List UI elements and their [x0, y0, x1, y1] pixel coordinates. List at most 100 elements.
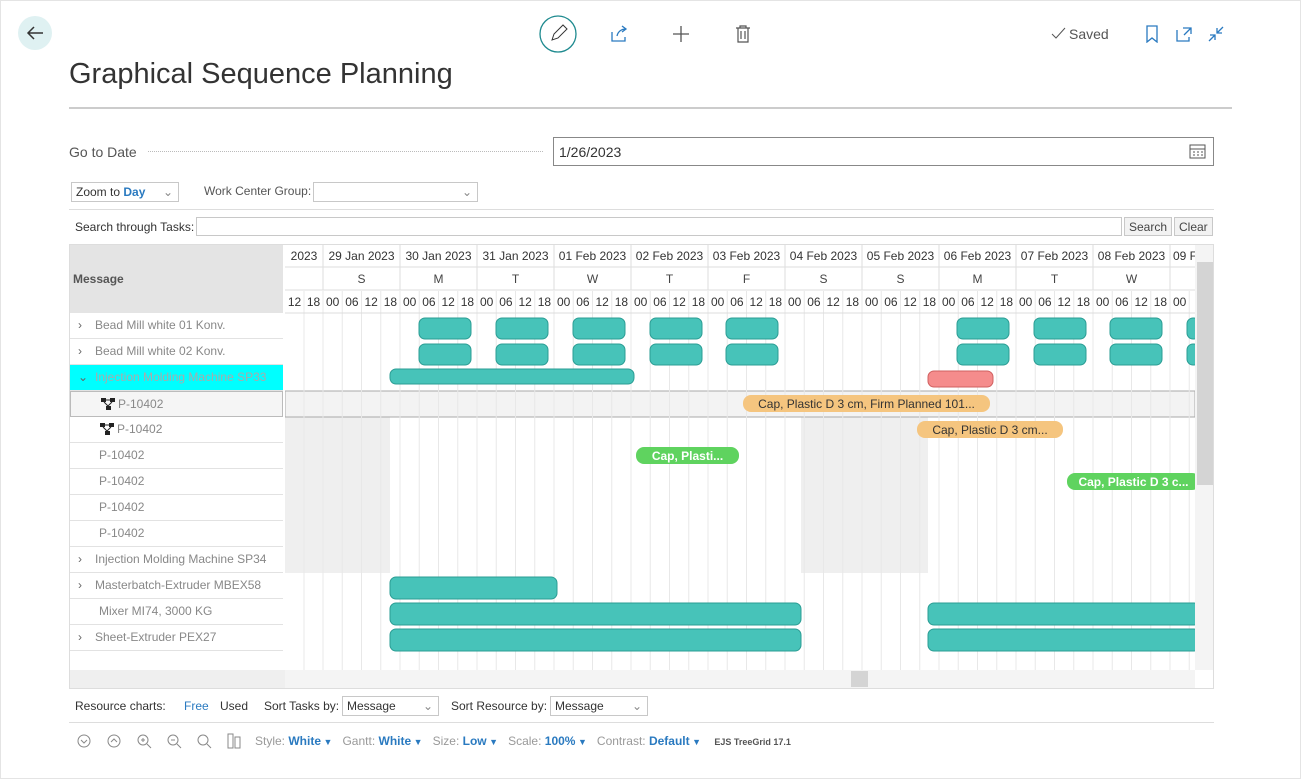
- grid-frame: [69, 244, 1214, 689]
- new-button[interactable]: [671, 24, 691, 44]
- row[interactable]: ⌄ Injection Molding Machine SP33: [70, 365, 283, 391]
- row[interactable]: › Injection Molding Machine SP34: [70, 547, 283, 573]
- bookmark-button[interactable]: [1144, 25, 1160, 43]
- day-date: 01 Feb 2023: [559, 249, 627, 263]
- date-input[interactable]: [553, 137, 1214, 166]
- task-bar: [956, 317, 1010, 340]
- task-bar: [927, 628, 1195, 652]
- used-option[interactable]: Used: [220, 699, 249, 713]
- hour-label: 00: [942, 295, 956, 309]
- task-bar: [495, 317, 549, 340]
- hour-label: 00: [865, 295, 879, 309]
- row[interactable]: P-10402: [70, 469, 283, 495]
- row-label: Injection Molding Machine SP34: [95, 552, 267, 566]
- share-button[interactable]: [608, 24, 630, 44]
- back-button[interactable]: [18, 16, 52, 50]
- weekday: S: [896, 272, 904, 286]
- weekday: S: [819, 272, 827, 286]
- row[interactable]: › Masterbatch-Extruder MBEX58: [70, 573, 283, 599]
- day-date: 03 Feb 2023: [713, 249, 781, 263]
- selected-row: [285, 390, 1195, 418]
- row[interactable]: P-10402: [70, 495, 283, 521]
- row[interactable]: P-10402: [70, 391, 283, 417]
- hour-label: 18: [923, 295, 937, 309]
- work-center-select[interactable]: ⌄: [313, 182, 478, 202]
- day-date: 06 Feb 2023: [944, 249, 1012, 263]
- page-title: Graphical Sequence Planning: [69, 58, 453, 90]
- zoom-label: Zoom to: [76, 185, 121, 199]
- contrast-value[interactable]: Default: [648, 734, 690, 748]
- task-bar: [1186, 317, 1195, 340]
- hour-label: 06: [1038, 295, 1052, 309]
- task-label: Cap, Plasti...: [652, 449, 723, 463]
- row-label: Masterbatch-Extruder MBEX58: [95, 578, 262, 592]
- scale-value[interactable]: 100%: [544, 734, 576, 748]
- row-label: Bead Mill white 01 Konv.: [95, 318, 226, 332]
- saved-status: Saved: [1069, 26, 1109, 42]
- tree-icon: [101, 398, 115, 410]
- hour-label: 12: [441, 295, 455, 309]
- zoom-select[interactable]: Zoom to Day ⌄: [71, 182, 179, 202]
- search-input[interactable]: [196, 217, 1122, 236]
- row-label: Sheet-Extruder PEX27: [95, 630, 217, 644]
- hour-label: 06: [807, 295, 821, 309]
- open-new-window[interactable]: [1175, 25, 1193, 43]
- hour-label: 00: [634, 295, 648, 309]
- day-date: 09 F: [1173, 249, 1195, 263]
- calendar-icon[interactable]: [1189, 143, 1207, 160]
- task-bar: [725, 317, 779, 340]
- task-bar: [725, 343, 779, 366]
- hour-label: 00: [1173, 295, 1187, 309]
- sort-tasks-value: Message: [347, 699, 396, 713]
- hour-label: 00: [326, 295, 340, 309]
- delete-button[interactable]: [734, 24, 752, 44]
- hour-label: 18: [1000, 295, 1014, 309]
- hour-label: 18: [307, 295, 321, 309]
- hour-label: 12: [749, 295, 763, 309]
- sort-resource-select[interactable]: Message ⌄: [550, 696, 648, 716]
- row[interactable]: Mixer MI74, 3000 KG: [70, 599, 283, 625]
- row[interactable]: P-10402: [70, 417, 283, 443]
- hour-label: 12: [595, 295, 609, 309]
- size-value[interactable]: Low: [462, 734, 487, 748]
- task-label: Cap, Plastic D 3 c...: [1078, 475, 1188, 489]
- row[interactable]: P-10402: [70, 521, 283, 547]
- row[interactable]: › Sheet-Extruder PEX27: [70, 625, 283, 651]
- task: [1067, 473, 1195, 490]
- task-bar: [389, 576, 558, 600]
- sort-resource-value: Message: [555, 699, 604, 713]
- task-bar: [649, 317, 703, 340]
- sort-tasks-select[interactable]: Message ⌄: [342, 696, 439, 716]
- scale-label: Scale:: [508, 734, 542, 748]
- row[interactable]: › Bead Mill white 01 Konv.: [70, 313, 283, 339]
- collapse-button[interactable]: [1207, 25, 1225, 43]
- style-value[interactable]: White: [288, 734, 322, 748]
- task-bar: [1033, 317, 1087, 340]
- task: [636, 447, 739, 464]
- row[interactable]: P-10402: [70, 443, 283, 469]
- hour-label: 00: [480, 295, 494, 309]
- day-date: 02 Feb 2023: [636, 249, 704, 263]
- weekend-shade: [801, 391, 928, 573]
- row-label: Injection Molding Machine SP33: [95, 370, 267, 384]
- task-bar: [389, 602, 802, 626]
- free-option[interactable]: Free: [184, 699, 209, 713]
- row-label: P-10402: [99, 448, 145, 462]
- hour-label: 00: [403, 295, 417, 309]
- status-icons[interactable]: [76, 733, 246, 751]
- edit-button[interactable]: [539, 15, 577, 53]
- day-date: 08 Feb 2023: [1098, 249, 1166, 263]
- hour-label: 12: [364, 295, 378, 309]
- search-button[interactable]: Search: [1124, 217, 1173, 236]
- task-bar: [418, 317, 472, 340]
- size-label: Size:: [432, 734, 460, 748]
- left-scroll-area: [70, 670, 285, 688]
- vertical-scrollbar[interactable]: [1195, 245, 1213, 670]
- horizontal-scrollbar[interactable]: [285, 670, 1195, 688]
- row[interactable]: › Bead Mill white 02 Konv.: [70, 339, 283, 365]
- clear-button[interactable]: Clear: [1174, 217, 1213, 236]
- hour-label: 12: [826, 295, 840, 309]
- gantt-value[interactable]: White: [378, 734, 412, 748]
- hour-label: 18: [1154, 295, 1168, 309]
